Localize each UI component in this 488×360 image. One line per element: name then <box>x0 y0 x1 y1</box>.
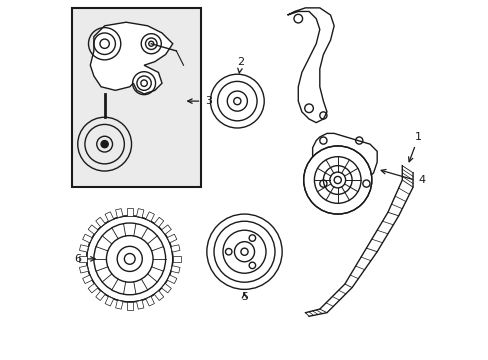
Polygon shape <box>154 291 163 301</box>
Polygon shape <box>82 234 92 243</box>
Polygon shape <box>105 296 113 306</box>
Polygon shape <box>312 134 376 187</box>
Polygon shape <box>105 212 113 221</box>
Text: 1: 1 <box>408 132 421 162</box>
Text: 5: 5 <box>241 292 247 302</box>
Polygon shape <box>161 283 171 293</box>
Polygon shape <box>96 217 105 227</box>
Polygon shape <box>167 234 177 243</box>
Polygon shape <box>172 256 180 262</box>
Polygon shape <box>115 300 122 309</box>
Text: 2: 2 <box>237 57 244 73</box>
Polygon shape <box>126 302 132 310</box>
Circle shape <box>303 146 371 214</box>
Polygon shape <box>126 208 132 216</box>
Polygon shape <box>79 245 88 252</box>
Bar <box>72 8 201 187</box>
Polygon shape <box>79 266 88 273</box>
Polygon shape <box>90 22 172 94</box>
Polygon shape <box>136 300 143 309</box>
Circle shape <box>101 140 108 148</box>
Polygon shape <box>167 275 177 284</box>
Text: 4: 4 <box>418 175 425 185</box>
Polygon shape <box>88 283 98 293</box>
Polygon shape <box>79 256 86 262</box>
Polygon shape <box>145 212 154 221</box>
Polygon shape <box>96 291 105 301</box>
Polygon shape <box>287 8 333 123</box>
Polygon shape <box>136 208 143 217</box>
Circle shape <box>86 216 172 302</box>
Polygon shape <box>145 296 154 306</box>
Polygon shape <box>171 245 180 252</box>
Polygon shape <box>88 225 98 234</box>
Text: 3: 3 <box>205 96 212 106</box>
Polygon shape <box>171 266 180 273</box>
Polygon shape <box>161 225 171 234</box>
Text: 6: 6 <box>74 254 81 264</box>
Polygon shape <box>154 217 163 227</box>
Polygon shape <box>82 275 92 284</box>
Polygon shape <box>115 208 122 217</box>
